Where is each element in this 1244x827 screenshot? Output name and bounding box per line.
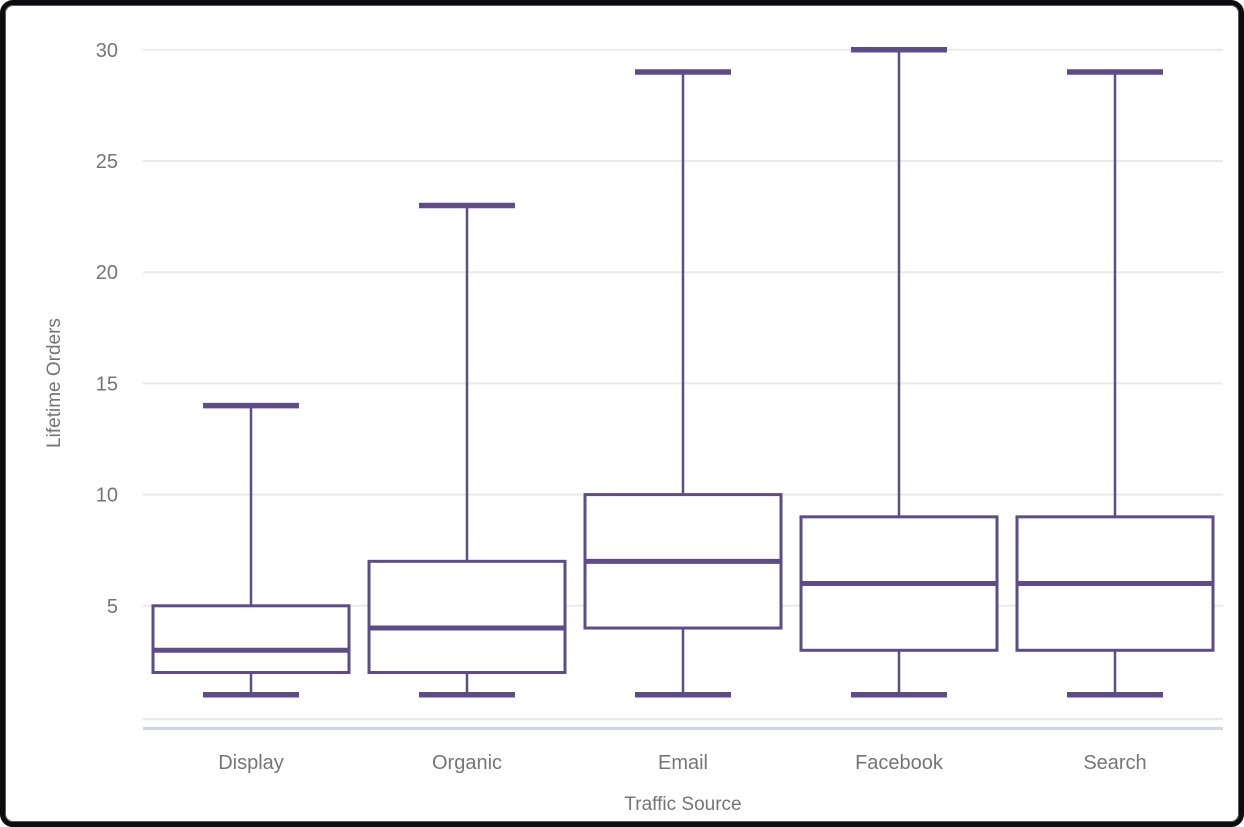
boxplot-chart: 5 10 15 20 25 30 Display Organic Email Facebook S…	[44, 40, 1223, 815]
iqr-box-display[interactable]	[151, 604, 351, 675]
x-axis-tick-labels: Display Organic Email Facebook Search	[218, 752, 1146, 774]
y-axis-tick-labels: 5 10 15 20 25 30	[96, 40, 118, 618]
y-tick-label-15: 15	[96, 373, 118, 395]
x-axis-title: Traffic Source	[624, 794, 741, 815]
boxplot-display[interactable]	[151, 402, 351, 698]
x-tick-label-organic: Organic	[432, 752, 502, 774]
y-tick-label-25: 25	[96, 151, 118, 173]
y-tick-label-5: 5	[107, 596, 118, 618]
boxplot-organic[interactable]	[367, 202, 567, 698]
iqr-box-organic[interactable]	[367, 559, 567, 675]
y-axis-title: Lifetime Orders	[44, 318, 65, 448]
boxplot-facebook[interactable]	[799, 47, 999, 698]
boxplot-search[interactable]	[1015, 69, 1215, 698]
boxplot-email[interactable]	[583, 69, 783, 698]
boxplot-series	[151, 47, 1215, 698]
x-tick-label-search: Search	[1083, 752, 1146, 774]
x-tick-label-display: Display	[218, 752, 284, 774]
y-tick-label-30: 30	[96, 40, 118, 62]
y-tick-label-10: 10	[96, 485, 118, 507]
y-tick-label-20: 20	[96, 262, 118, 284]
x-tick-label-facebook: Facebook	[855, 752, 944, 774]
x-tick-label-email: Email	[658, 752, 708, 774]
